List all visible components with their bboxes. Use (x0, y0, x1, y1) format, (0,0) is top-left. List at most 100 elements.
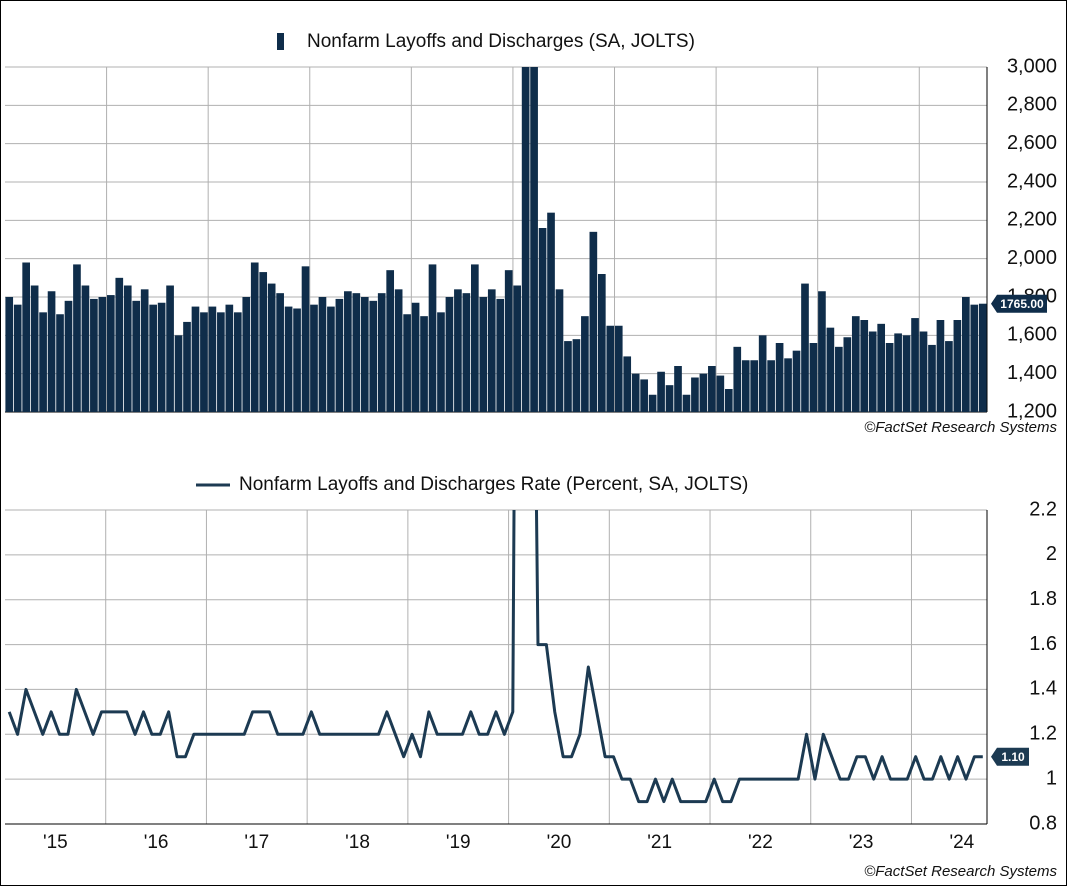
bar (200, 312, 208, 412)
bar (233, 312, 242, 412)
bar (208, 306, 217, 412)
bar (716, 375, 725, 412)
source: ©FactSet Research Systems (864, 419, 1057, 436)
bar (13, 304, 22, 412)
bar (5, 297, 14, 412)
bar (936, 320, 945, 412)
bar (826, 327, 835, 412)
y-tick-label: 1,400 (1007, 362, 1057, 384)
bar (140, 289, 149, 412)
bar (369, 300, 378, 412)
line (7, 510, 983, 804)
bar (445, 297, 454, 412)
bar (851, 316, 860, 412)
bar (945, 341, 953, 412)
y-tick-label: 1 (1046, 767, 1057, 789)
bar (64, 300, 73, 412)
bar (106, 295, 115, 412)
bar (572, 339, 581, 412)
bar (217, 312, 225, 412)
y-tick-label: 2,000 (1007, 247, 1057, 269)
bar (750, 360, 759, 412)
bar (640, 379, 648, 412)
bar (81, 285, 90, 412)
bar (809, 343, 818, 412)
bar (784, 358, 792, 412)
bar (708, 366, 716, 412)
bar (183, 321, 191, 412)
bar (682, 394, 691, 412)
bar (597, 274, 606, 412)
bar (538, 228, 547, 412)
bar (115, 277, 124, 412)
bar (928, 344, 936, 412)
bar (377, 293, 386, 412)
bar (267, 283, 276, 412)
bar (420, 316, 428, 412)
bar (521, 67, 530, 412)
bar (818, 291, 826, 412)
bar (149, 304, 157, 412)
y-tick-label: 1.8 (1029, 588, 1057, 610)
bar (471, 264, 479, 412)
bar (318, 297, 327, 412)
bar (843, 337, 852, 412)
bar (792, 350, 801, 412)
x-tick-label: '16 (144, 832, 169, 853)
bar (496, 298, 505, 412)
y-tick-label: 1,200 (1007, 400, 1057, 422)
bar (530, 67, 538, 412)
bar (479, 297, 488, 412)
bar (56, 314, 64, 412)
source: ©FactSet Research Systems (864, 863, 1057, 880)
bar (132, 300, 141, 412)
plot-area (7, 510, 983, 804)
bar (894, 333, 902, 412)
bar (22, 262, 30, 412)
bar (902, 335, 911, 412)
bar (606, 325, 615, 412)
x-tick-label: '24 (949, 832, 974, 853)
bar (225, 304, 234, 412)
x-tick-label: '18 (345, 832, 370, 853)
y-tick-label: 2,400 (1007, 170, 1057, 192)
y-tick-label: 1.4 (1029, 678, 1057, 700)
bar (648, 394, 657, 412)
bar (581, 316, 589, 412)
bar (166, 285, 174, 412)
bar (674, 366, 682, 412)
x-tick-label: '15 (43, 832, 68, 853)
bar (293, 308, 301, 412)
bar (699, 373, 708, 412)
bar (191, 306, 200, 412)
bar (284, 306, 293, 412)
bar (386, 270, 395, 412)
x-tick-label: '21 (647, 832, 672, 853)
bar (724, 389, 733, 412)
value-label: 1765.00 (1000, 297, 1044, 311)
bar (741, 360, 750, 412)
value-label: 1.10 (1001, 750, 1025, 764)
bar (157, 302, 166, 412)
bar (691, 377, 699, 412)
bar (868, 331, 877, 412)
y-tick-label: 2 (1046, 543, 1057, 565)
bar (250, 262, 259, 412)
bar (462, 293, 471, 412)
x-tick-label: '20 (547, 832, 572, 853)
bar (259, 272, 268, 412)
legend-marker (277, 33, 284, 50)
y-tick-label: 1,600 (1007, 324, 1057, 346)
bar (801, 283, 809, 412)
bar (504, 270, 513, 412)
x-tick-label: '22 (748, 832, 773, 853)
y-tick-label: 3,000 (1007, 55, 1057, 77)
x-tick-label: '23 (849, 832, 874, 853)
bar (835, 346, 843, 412)
y-tick-label: 2,200 (1007, 209, 1057, 231)
bar (547, 212, 555, 412)
legend-label: Nonfarm Layoffs and Discharges (SA, JOLT… (307, 31, 695, 52)
legend-label: Nonfarm Layoffs and Discharges Rate (Per… (239, 474, 748, 495)
bar (513, 285, 521, 412)
bar (30, 285, 39, 412)
